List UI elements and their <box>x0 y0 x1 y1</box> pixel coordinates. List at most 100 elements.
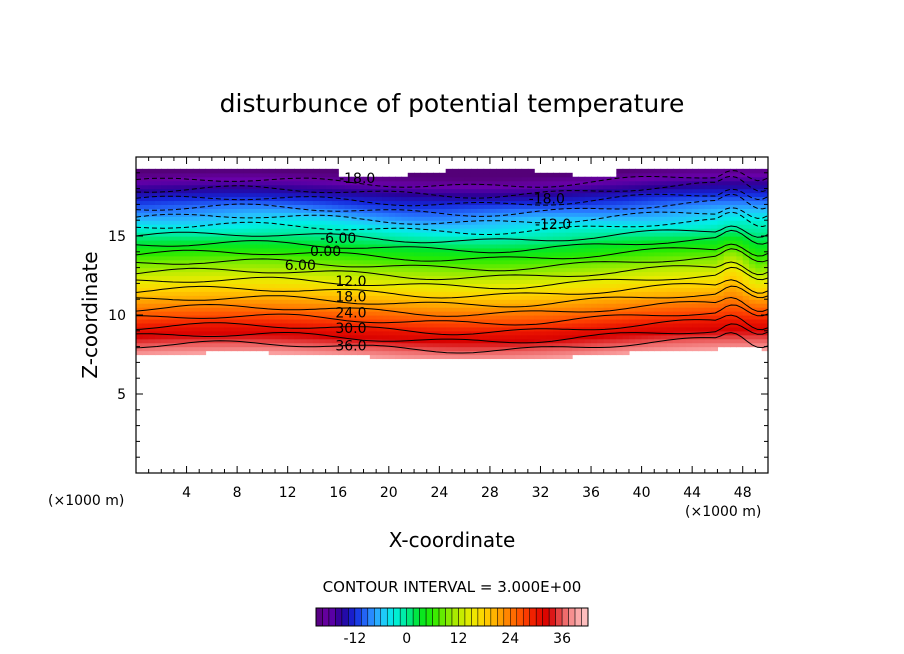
field-cell <box>433 311 440 316</box>
field-cell <box>338 279 346 284</box>
field-cell <box>420 283 428 288</box>
field-cell <box>489 350 497 356</box>
field-cell <box>711 326 719 332</box>
field-cell <box>742 251 750 257</box>
field-cell <box>357 243 365 249</box>
field-cell <box>559 322 567 328</box>
field-cell <box>173 228 181 233</box>
field-cell <box>717 307 725 312</box>
field-cell <box>578 212 586 217</box>
field-cell <box>180 239 188 245</box>
field-cell <box>685 239 693 245</box>
field-cell <box>452 326 459 332</box>
field-cell <box>256 338 263 344</box>
field-cell <box>180 208 188 213</box>
field-cell <box>218 220 226 225</box>
field-cell <box>559 283 567 288</box>
field-cell <box>357 232 365 237</box>
field-cell <box>540 267 548 273</box>
field-cell <box>306 243 314 249</box>
field-cell <box>666 279 674 284</box>
field-cell <box>610 176 617 182</box>
field-cell <box>559 338 567 344</box>
field-cell <box>281 204 289 209</box>
field-cell <box>597 303 605 308</box>
field-cell <box>489 236 497 241</box>
field-cell <box>388 315 396 320</box>
field-cell <box>211 180 219 186</box>
field-cell <box>717 224 725 229</box>
field-cell <box>508 334 516 340</box>
field-cell <box>578 342 586 348</box>
field-cell <box>420 267 428 273</box>
field-cell <box>603 279 611 284</box>
field-cell <box>698 232 706 237</box>
field-cell <box>161 322 169 328</box>
field-cell <box>736 176 744 182</box>
field-cell <box>426 322 434 328</box>
field-cell <box>205 299 213 304</box>
field-cell <box>382 224 390 229</box>
field-cell <box>420 303 428 308</box>
colorbar-bin <box>419 607 427 627</box>
field-cell <box>224 295 232 300</box>
field-cell <box>180 255 188 261</box>
field-cell <box>426 271 434 277</box>
field-cell <box>692 271 700 277</box>
field-cell <box>540 228 548 233</box>
field-cell <box>749 224 756 229</box>
colorbar-bin <box>354 607 362 627</box>
field-cell <box>452 263 459 269</box>
field-cell <box>483 354 491 360</box>
field-cell <box>445 326 453 332</box>
field-cell <box>186 251 194 257</box>
field-cell <box>578 322 586 328</box>
field-cell <box>736 307 744 312</box>
field-cell <box>363 236 371 241</box>
field-cell <box>679 322 687 328</box>
field-cell <box>445 338 453 344</box>
field-cell <box>616 318 624 324</box>
field-cell <box>237 172 245 178</box>
field-cell <box>407 287 415 292</box>
field-cell <box>464 188 472 194</box>
field-cell <box>224 346 232 352</box>
field-cell <box>199 184 207 190</box>
field-cell <box>376 200 384 205</box>
field-cell <box>685 311 693 316</box>
field-cell <box>357 188 365 194</box>
field-cell <box>515 204 523 209</box>
field-cell <box>477 322 485 328</box>
field-cell <box>717 315 725 320</box>
field-cell <box>407 295 415 300</box>
field-cell <box>407 322 415 328</box>
field-cell <box>142 239 150 245</box>
field-cell <box>357 318 365 324</box>
field-cell <box>338 224 346 229</box>
field-cell <box>711 330 719 336</box>
field-cell <box>628 307 636 312</box>
field-cell <box>591 204 598 209</box>
field-cell <box>199 307 207 312</box>
field-cell <box>736 311 744 316</box>
field-cell <box>749 299 756 304</box>
field-cell <box>167 303 175 308</box>
field-cell <box>445 259 453 265</box>
field-cell <box>325 263 333 269</box>
field-cell <box>433 255 440 261</box>
field-cell <box>357 338 365 344</box>
field-cell <box>294 315 301 320</box>
field-cell <box>711 287 719 292</box>
field-cell <box>433 338 440 344</box>
field-cell <box>256 318 263 324</box>
field-cell <box>647 346 655 352</box>
field-cell <box>319 307 327 312</box>
field-cell <box>534 263 542 269</box>
field-cell <box>401 220 409 225</box>
field-cell <box>199 295 207 300</box>
field-cell <box>673 220 681 225</box>
field-cell <box>641 220 649 225</box>
field-cell <box>540 239 548 245</box>
field-cell <box>376 232 384 237</box>
field-cell <box>666 315 674 320</box>
